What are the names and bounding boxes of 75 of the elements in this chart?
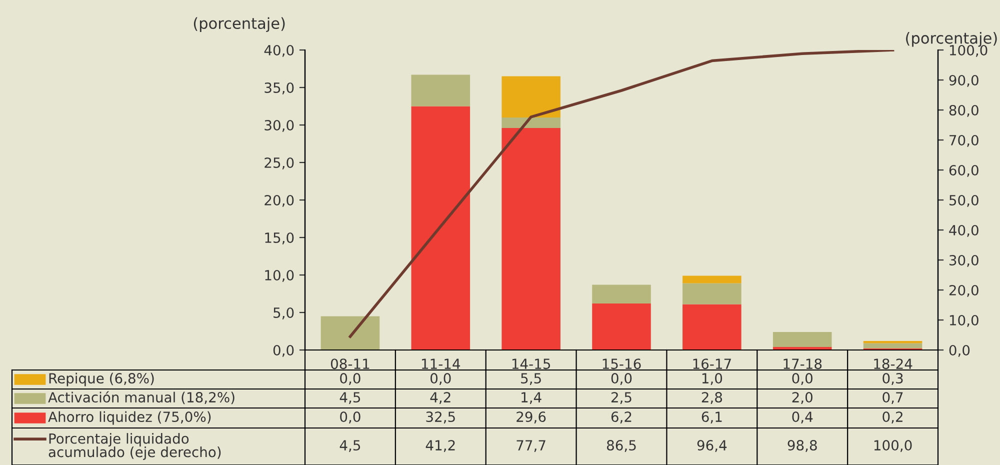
line-series <box>348 50 894 338</box>
data-label: 0,3 <box>882 373 903 385</box>
x-tick-label: 14-15 <box>512 358 550 370</box>
data-label: 0,0 <box>792 373 812 385</box>
x-tick-label: 18-24 <box>874 358 912 370</box>
data-label: 0,0 <box>340 412 360 424</box>
data-label: 0,0 <box>611 373 632 385</box>
bar <box>682 283 742 304</box>
bar <box>682 276 742 284</box>
data-label: 0,0 <box>430 373 451 385</box>
y-tick-label: 30,0 <box>264 120 294 132</box>
bar <box>863 343 922 348</box>
y-tick-label: 35,0 <box>264 82 294 94</box>
legend-label: Repique (6,8%) <box>49 372 154 386</box>
bar <box>502 128 560 350</box>
bar <box>502 76 560 118</box>
y-tick-label: 20,0 <box>264 194 294 207</box>
bar <box>411 74 470 106</box>
data-label: 4,5 <box>340 392 360 404</box>
bar <box>411 106 470 350</box>
data-label: 77,7 <box>516 440 546 452</box>
y2-tick-label: 80,0 <box>949 104 978 117</box>
data-label: 41,2 <box>426 440 455 452</box>
x-tick-label: 16-17 <box>693 358 731 370</box>
x-tick-label: 08-11 <box>330 358 370 370</box>
bar <box>592 304 651 350</box>
y-tick-label: 25,0 <box>264 157 294 170</box>
y2-axis-title: (porcentaje) <box>906 32 997 47</box>
y2-tick-label: 10,0 <box>950 314 978 327</box>
y2-tick-label: 90,0 <box>949 74 978 87</box>
data-label: 1,0 <box>702 373 722 385</box>
legend-label: Activación manual (18,2%) <box>48 391 234 404</box>
data-label: 6,2 <box>611 412 632 424</box>
data-label: 0,2 <box>882 412 902 424</box>
y2-tick-label: 20,0 <box>949 284 978 297</box>
bar <box>502 118 560 128</box>
x-tick-label: 15-16 <box>602 358 641 370</box>
data-label: 4,5 <box>340 440 360 452</box>
bar <box>320 316 380 350</box>
data-label: 32,5 <box>426 412 455 424</box>
data-label: 98,8 <box>788 440 817 452</box>
data-label: 96,4 <box>697 440 727 452</box>
data-label: 0,4 <box>792 412 813 424</box>
y-tick-label: 15,0 <box>265 232 294 244</box>
y2-tick-label: 60,0 <box>949 164 978 177</box>
data-label: 1,4 <box>522 392 542 404</box>
data-label: 2,0 <box>792 392 812 404</box>
y2-tick-label: 100,0 <box>950 44 988 57</box>
data-label: 2,8 <box>702 392 722 404</box>
legend-label: Porcentaje liquidado acumulado (eje derecho) <box>48 433 221 460</box>
data-label: 2,5 <box>611 392 632 404</box>
data-label: 100,0 <box>874 440 912 452</box>
bar <box>772 332 832 347</box>
data-label: 5,5 <box>521 373 541 385</box>
x-tick-label: 11-14 <box>422 358 460 369</box>
data-label: 0,7 <box>882 392 903 404</box>
y-tick-label: 10,0 <box>265 270 294 282</box>
data-label: 86,5 <box>606 440 636 452</box>
y-tick-label: 0,0 <box>273 344 294 357</box>
data-label: 29,6 <box>516 412 546 424</box>
x-tick-label: 17-18 <box>784 358 822 370</box>
data-label: 0,0 <box>340 373 360 385</box>
y-tick-label: 5,0 <box>274 307 294 320</box>
data-label: 6,1 <box>702 412 722 424</box>
bar <box>682 304 742 350</box>
data-label: 4,2 <box>430 392 450 404</box>
y2-tick-label: 40,0 <box>949 224 978 237</box>
legend-label: Ahorro liquidez (75,0%) <box>48 411 211 425</box>
y-axis-title: (porcentaje) <box>194 17 285 32</box>
y2-tick-label: 70,0 <box>950 134 978 147</box>
y-tick-label: 40,0 <box>264 44 294 57</box>
bar <box>592 284 651 304</box>
y2-tick-label: 50,0 <box>949 194 978 207</box>
y2-tick-label: 30,0 <box>949 254 978 267</box>
y2-tick-label: 0,0 <box>949 344 970 357</box>
